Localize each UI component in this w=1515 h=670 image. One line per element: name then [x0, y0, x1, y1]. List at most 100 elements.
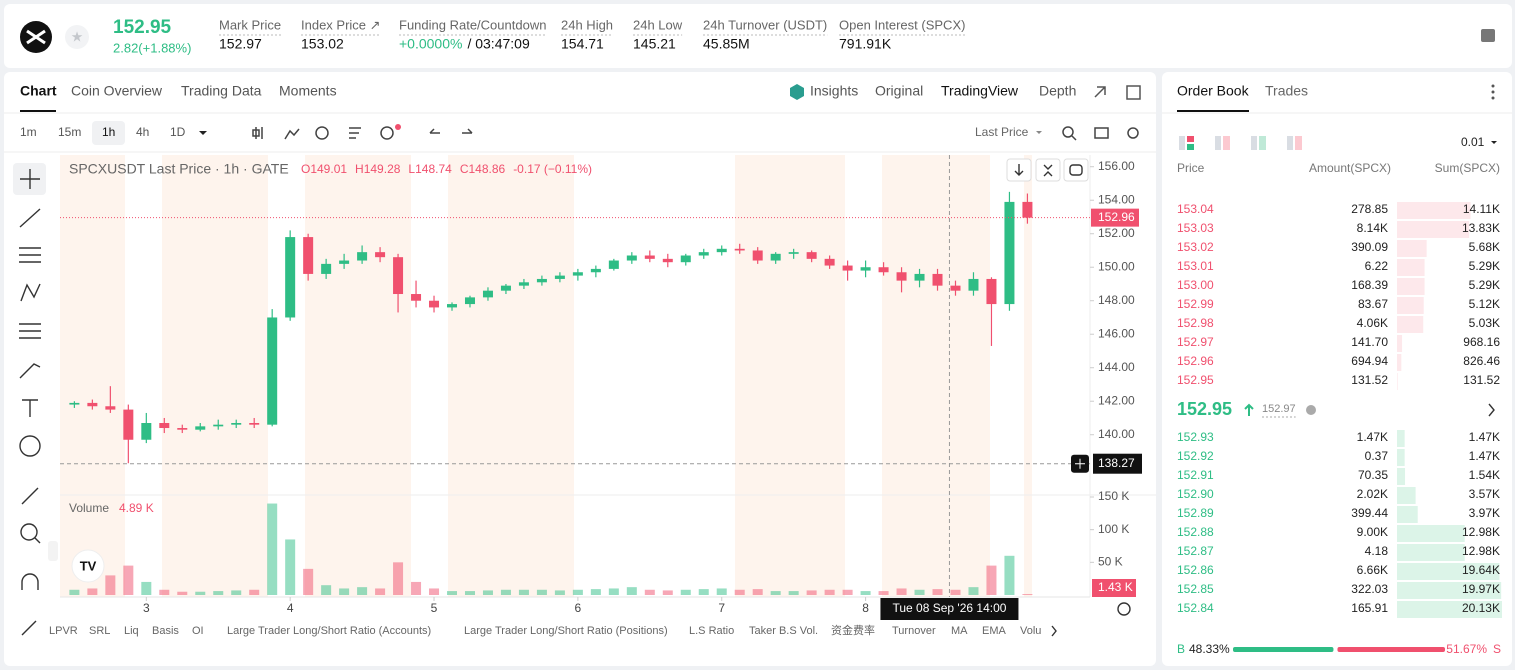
book-sum: 3.97K: [1469, 506, 1500, 520]
volume-bar: [824, 589, 835, 595]
expand-icon[interactable]: [1094, 86, 1106, 98]
indicator[interactable]: Volu: [1020, 625, 1041, 637]
book-price[interactable]: 152.90: [1177, 487, 1214, 501]
interval[interactable]: 1h: [102, 125, 115, 139]
book-price[interactable]: 152.84: [1177, 601, 1214, 615]
book-price[interactable]: 152.85: [1177, 582, 1214, 596]
view-tab[interactable]: TradingView: [941, 83, 1019, 99]
candle-body: [662, 258, 673, 263]
volume-bar: [950, 589, 961, 595]
info-icon[interactable]: [1306, 405, 1316, 415]
chart-tab[interactable]: Trading Data: [181, 83, 262, 99]
volume-bar: [141, 581, 152, 595]
view-tab[interactable]: Insights: [810, 83, 858, 99]
book-amount: 168.39: [1351, 278, 1388, 292]
indicator[interactable]: Large Trader Long/Short Ratio (Accounts): [227, 625, 431, 637]
book-price[interactable]: 152.98: [1177, 316, 1214, 330]
dropdown-caret[interactable]: [1036, 131, 1042, 134]
interval[interactable]: 4h: [136, 125, 149, 139]
indicator[interactable]: EMA: [982, 625, 1007, 637]
indicator[interactable]: SRL: [89, 625, 110, 637]
chart-buttons[interactable]: [1006, 158, 1089, 182]
volume-bar: [87, 588, 98, 595]
volume-bar: [177, 591, 188, 595]
candle-body: [680, 255, 691, 263]
dropdown-caret[interactable]: [1491, 141, 1497, 144]
book-tab[interactable]: Trades: [1265, 83, 1308, 99]
book-sum: 1.54K: [1469, 468, 1500, 482]
drawing-tools: [19, 169, 1495, 637]
indicator[interactable]: Taker B.S Vol.: [749, 625, 818, 637]
interval[interactable]: 1D: [170, 125, 186, 139]
indicator[interactable]: MA: [951, 625, 968, 637]
book-amount: 4.18: [1365, 544, 1389, 558]
insights-icon: [790, 84, 804, 100]
favorite[interactable]: [65, 25, 89, 49]
toolbar-icons: [252, 126, 1139, 141]
buy-bar: [1233, 647, 1334, 652]
book-view-icons[interactable]: [1179, 136, 1293, 150]
book-price[interactable]: 152.89: [1177, 506, 1214, 520]
book-price[interactable]: 152.95: [1177, 373, 1214, 387]
stat-label: 24h High: [561, 17, 613, 32]
view-tab[interactable]: Depth: [1039, 83, 1076, 99]
indicator[interactable]: OI: [192, 625, 204, 637]
crosshair-time: Tue 08 Sep '26 14:00: [892, 601, 1006, 615]
book-price[interactable]: 152.93: [1177, 430, 1214, 444]
header-icon[interactable]: [1481, 29, 1495, 42]
book-sum: 20.13K: [1462, 601, 1500, 615]
book-price[interactable]: 153.03: [1177, 221, 1214, 235]
chart-tab[interactable]: Moments: [279, 83, 337, 99]
book-price[interactable]: 152.96: [1177, 354, 1214, 368]
book-price[interactable]: 153.02: [1177, 240, 1214, 254]
book-price[interactable]: 152.86: [1177, 563, 1214, 577]
window-icon[interactable]: [1126, 85, 1141, 100]
volume-bar: [357, 587, 368, 595]
indicator[interactable]: LPVR: [49, 625, 78, 637]
dropdown-caret[interactable]: [199, 131, 207, 135]
more-icon[interactable]: [1491, 84, 1495, 100]
chart-button-glyphs: [1014, 164, 1083, 177]
indicator[interactable]: Basis: [152, 625, 179, 637]
volume-bar: [447, 591, 458, 595]
tv-logo[interactable]: [71, 549, 105, 583]
chart-tab[interactable]: Chart: [20, 83, 57, 99]
book-tab[interactable]: Order Book: [1177, 83, 1250, 99]
depth-bar: [1397, 335, 1403, 352]
book-price[interactable]: 152.99: [1177, 297, 1214, 311]
interval[interactable]: 1m: [20, 125, 37, 139]
depth-bar: [1397, 354, 1402, 371]
book-price[interactable]: 153.01: [1177, 259, 1214, 273]
y-tick-label: 144.00: [1098, 360, 1135, 374]
candle-body: [572, 272, 583, 276]
indicator[interactable]: Large Trader Long/Short Ratio (Positions…: [464, 625, 668, 637]
candle-body: [986, 278, 997, 305]
volume-bar: [429, 588, 440, 595]
indicator[interactable]: 资金费率: [831, 623, 875, 637]
view-tab[interactable]: Original: [875, 83, 923, 99]
indicator[interactable]: Turnover: [892, 625, 936, 637]
book-price[interactable]: 152.92: [1177, 449, 1214, 463]
book-price[interactable]: 153.04: [1177, 202, 1214, 216]
book-price[interactable]: 152.88: [1177, 525, 1214, 539]
interval[interactable]: 15m: [58, 125, 81, 139]
collapse-handle[interactable]: [48, 541, 58, 561]
chart-tab[interactable]: Coin Overview: [71, 83, 163, 99]
book-price[interactable]: 152.97: [1177, 335, 1214, 349]
book-view-icons-color: [1187, 136, 1302, 150]
volume-tick-label: 100 K: [1098, 522, 1129, 536]
candle-body: [734, 248, 745, 251]
indicator[interactable]: L.S Ratio: [689, 625, 734, 637]
depth-bar: [1397, 582, 1502, 599]
volume-bar: [536, 589, 547, 595]
book-price[interactable]: 152.87: [1177, 544, 1214, 558]
candle-body: [213, 424, 224, 427]
book-price[interactable]: 152.91: [1177, 468, 1214, 482]
book-price[interactable]: 153.00: [1177, 278, 1214, 292]
candle-body: [141, 423, 152, 440]
price-type[interactable]: Last Price: [975, 125, 1029, 139]
x-tick-label: 7: [718, 601, 725, 615]
volume-bar: [464, 591, 475, 595]
precision[interactable]: 0.01: [1461, 135, 1485, 149]
indicator[interactable]: Liq: [124, 625, 139, 637]
